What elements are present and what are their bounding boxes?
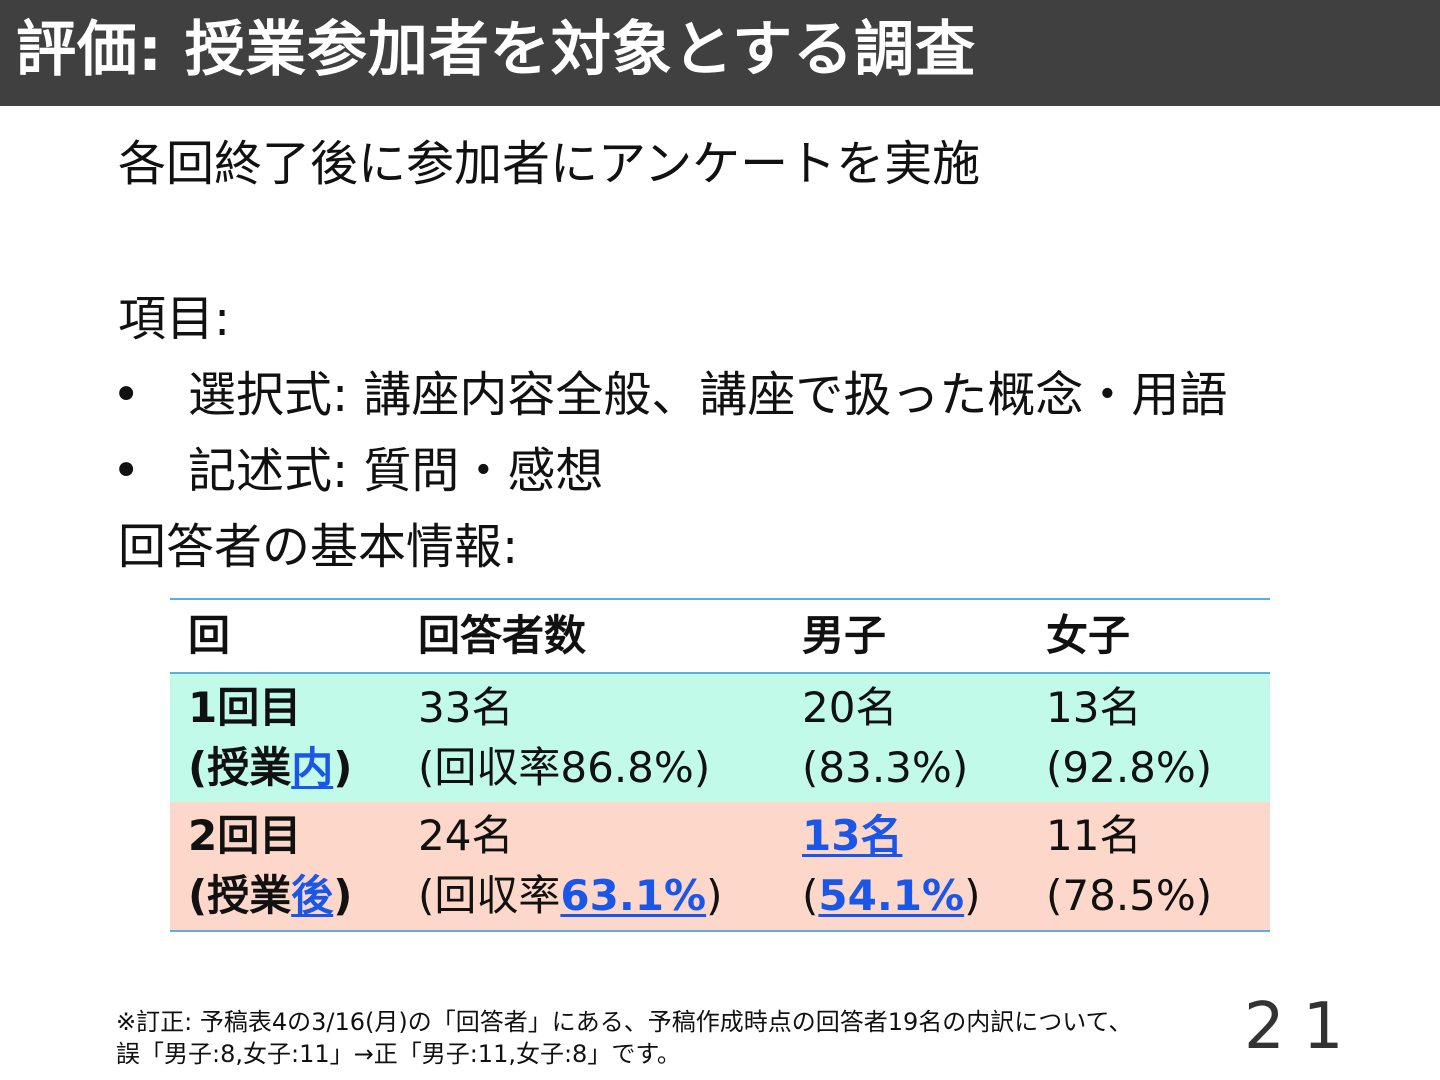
- male-cell: 13名 (54.1%): [802, 806, 981, 926]
- title-bar: 評価: 授業参加者を対象とする調査: [0, 0, 1440, 106]
- correction-note: ※訂正: 予稿表4の3/16(月)の「回答者」にある、予稿作成時点の回答者19名…: [116, 1006, 1132, 1070]
- round-cell: 1回目 (授業内): [188, 678, 352, 798]
- header-female: 女子: [1046, 611, 1131, 660]
- response-rate-close: ): [693, 743, 711, 792]
- male-rate: (54.1%): [802, 866, 981, 926]
- items-label: 項目:: [118, 291, 231, 347]
- female-rate: (92.8%): [1046, 743, 1213, 792]
- response-rate-link[interactable]: 63.1%: [560, 871, 707, 920]
- correction-note-line-1: ※訂正: 予稿表4の3/16(月)の「回答者」にある、予稿作成時点の回答者19名…: [116, 1008, 1133, 1036]
- header-round: 回: [188, 611, 231, 660]
- respondent-info-label: 回答者の基本情報:: [118, 519, 519, 575]
- round-detail-close: ): [333, 871, 353, 920]
- round-detail-open: (授業: [188, 743, 292, 792]
- male-rate-close: ): [964, 871, 981, 920]
- page-number: 21: [1244, 990, 1362, 1064]
- response-rate-value: 86.8%: [560, 743, 694, 792]
- header-respondents: 回答者数: [418, 611, 587, 660]
- table-header-row: 回 回答者数 男子 女子: [170, 600, 1270, 674]
- male-cell: 20名 (83.3%): [802, 678, 968, 798]
- male-count: 20名: [802, 683, 898, 732]
- round-cell: 2回目 (授業後): [188, 806, 352, 926]
- round-label: 1回目: [188, 683, 302, 732]
- female-count: 11名: [1046, 811, 1142, 860]
- slide-title: 評価: 授業参加者を対象とする調査: [16, 15, 977, 85]
- round-detail-close: ): [333, 743, 353, 792]
- response-rate: (回収率86.8%): [418, 738, 710, 798]
- male-rate-open: (: [802, 871, 819, 920]
- male-rate: (83.3%): [802, 738, 968, 798]
- round-label: 2回目: [188, 811, 302, 860]
- round-detail-link[interactable]: 内: [291, 743, 334, 792]
- round-detail: (授業内): [188, 738, 352, 798]
- intro-text: 各回終了後に参加者にアンケートを実施: [118, 136, 981, 192]
- male-rate-link[interactable]: 54.1%: [818, 871, 965, 920]
- respondent-count: 24名: [418, 811, 514, 860]
- male-rate-value: 83.3%: [818, 743, 952, 792]
- bullet-item-description: • 記述式: 質問・感想: [112, 441, 603, 501]
- table-row: 2回目 (授業後) 24名 (回収率63.1%) 13名 (54.1%) 11名…: [170, 802, 1270, 930]
- male-rate-close: ): [951, 743, 969, 792]
- bullet-item-choice: • 選択式: 講座内容全般、講座で扱った概念・用語: [112, 365, 1227, 425]
- header-male: 男子: [802, 611, 887, 660]
- response-rate-prefix: (回収率: [418, 871, 561, 920]
- respondent-count: 33名: [418, 683, 514, 732]
- bullet-text: 記述式: 質問・感想: [188, 443, 604, 499]
- bullet-icon: •: [112, 367, 141, 423]
- table-row: 1回目 (授業内) 33名 (回収率86.8%) 20名 (83.3%) 13名…: [170, 674, 1270, 802]
- round-detail-link[interactable]: 後: [291, 871, 334, 920]
- correction-note-line-2: 誤「男子:8,女子:11」→正「男子:11,女子:8」です。: [116, 1040, 681, 1068]
- response-rate-prefix: (回収率: [418, 743, 561, 792]
- respondents-cell: 24名 (回収率63.1%): [418, 806, 723, 926]
- female-count: 13名: [1046, 683, 1142, 732]
- bullet-text: 選択式: 講座内容全般、講座で扱った概念・用語: [188, 367, 1228, 423]
- respondents-cell: 33名 (回収率86.8%): [418, 678, 710, 798]
- bullet-icon: •: [112, 443, 141, 499]
- round-detail: (授業後): [188, 866, 352, 926]
- female-cell: 13名 (92.8%): [1046, 678, 1212, 798]
- female-cell: 11名 (78.5%): [1046, 806, 1212, 926]
- male-count-link[interactable]: 13名: [802, 811, 903, 860]
- female-rate: (78.5%): [1046, 871, 1213, 920]
- respondent-table: 回 回答者数 男子 女子 1回目 (授業内) 33名 (回収率86.8%) 20…: [170, 598, 1270, 932]
- response-rate-close: ): [706, 871, 723, 920]
- response-rate: (回収率63.1%): [418, 866, 723, 926]
- round-detail-open: (授業: [188, 871, 292, 920]
- male-rate-open: (: [802, 743, 819, 792]
